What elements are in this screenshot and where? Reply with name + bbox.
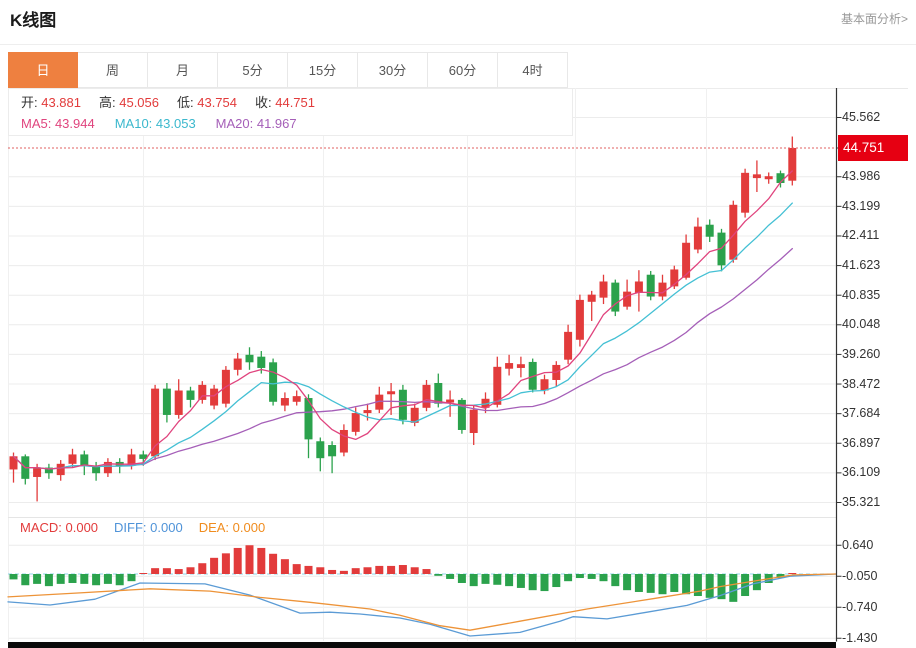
y-axis-label: 40.048 [842,317,881,332]
y-axis-label: 38.472 [842,376,881,391]
y-axis-label: 39.260 [842,346,881,361]
chart-scrollbar[interactable] [8,642,836,648]
y-axis-label: 36.897 [842,435,881,450]
legend-item: MA5: 43.944 [21,116,95,131]
legend-item: 开: 43.881 [21,95,81,110]
y-axis-label: 45.562 [842,110,881,124]
page-title: K线图 [10,11,57,30]
y-axis-label: 43.986 [842,169,881,184]
y-axis-label: -1.430 [842,630,878,645]
legend-item: MA20: 41.967 [215,116,297,131]
y-axis-label: 36.109 [842,465,881,480]
y-axis-label: 42.411 [842,228,880,243]
legend-item: DIFF: 0.000 [114,520,183,535]
legend-item: 收: 44.751 [255,95,315,110]
ma-row: MA5: 43.944 MA10: 43.053 MA20: 41.967 [21,113,572,134]
legend-item: MA10: 43.053 [114,116,196,131]
y-axis-label: -0.050 [842,568,878,583]
legend-item: 低: 43.754 [177,95,237,110]
tab-5min[interactable]: 5分 [218,52,288,88]
tab-30min[interactable]: 30分 [358,52,428,88]
fundamental-analysis-link[interactable]: 基本面分析> [840,12,908,26]
legend-item: MACD: 0.000 [20,520,99,535]
current-price-tag: 44.751 [838,135,908,161]
tab-4hour[interactable]: 4时 [498,52,568,88]
tab-week[interactable]: 周 [78,52,148,88]
ohlc-row: 开: 43.881 高: 45.056 低: 43.754 收: 44.751 [21,92,572,113]
y-axis-label: 41.623 [842,258,881,273]
legend-item: DEA: 0.000 [198,520,266,535]
y-axis-label: 43.199 [842,198,881,213]
ohlc-ma-legend: 开: 43.881 高: 45.056 低: 43.754 收: 44.751 MA5… [8,88,573,136]
title-divider [0,44,916,45]
tab-month[interactable]: 月 [148,52,218,88]
interval-tabbar: 日周月 5分 15分 30分 60分 4时 [8,52,908,89]
y-axis-label: 0.640 [842,537,874,552]
legend-item: 高: 45.056 [99,95,159,110]
tab-60min[interactable]: 60分 [428,52,498,88]
tab-15min[interactable]: 15分 [288,52,358,88]
y-axis-label: 37.684 [842,406,881,421]
y-axis-label: -0.740 [842,599,878,614]
y-axis-label: 35.321 [842,495,881,509]
tab-day[interactable]: 日 [8,52,78,88]
macd-legend: MACD: 0.000 DIFF: 0.000 DEA: 0.000 [20,520,281,535]
y-axis-label: 40.835 [842,287,881,302]
